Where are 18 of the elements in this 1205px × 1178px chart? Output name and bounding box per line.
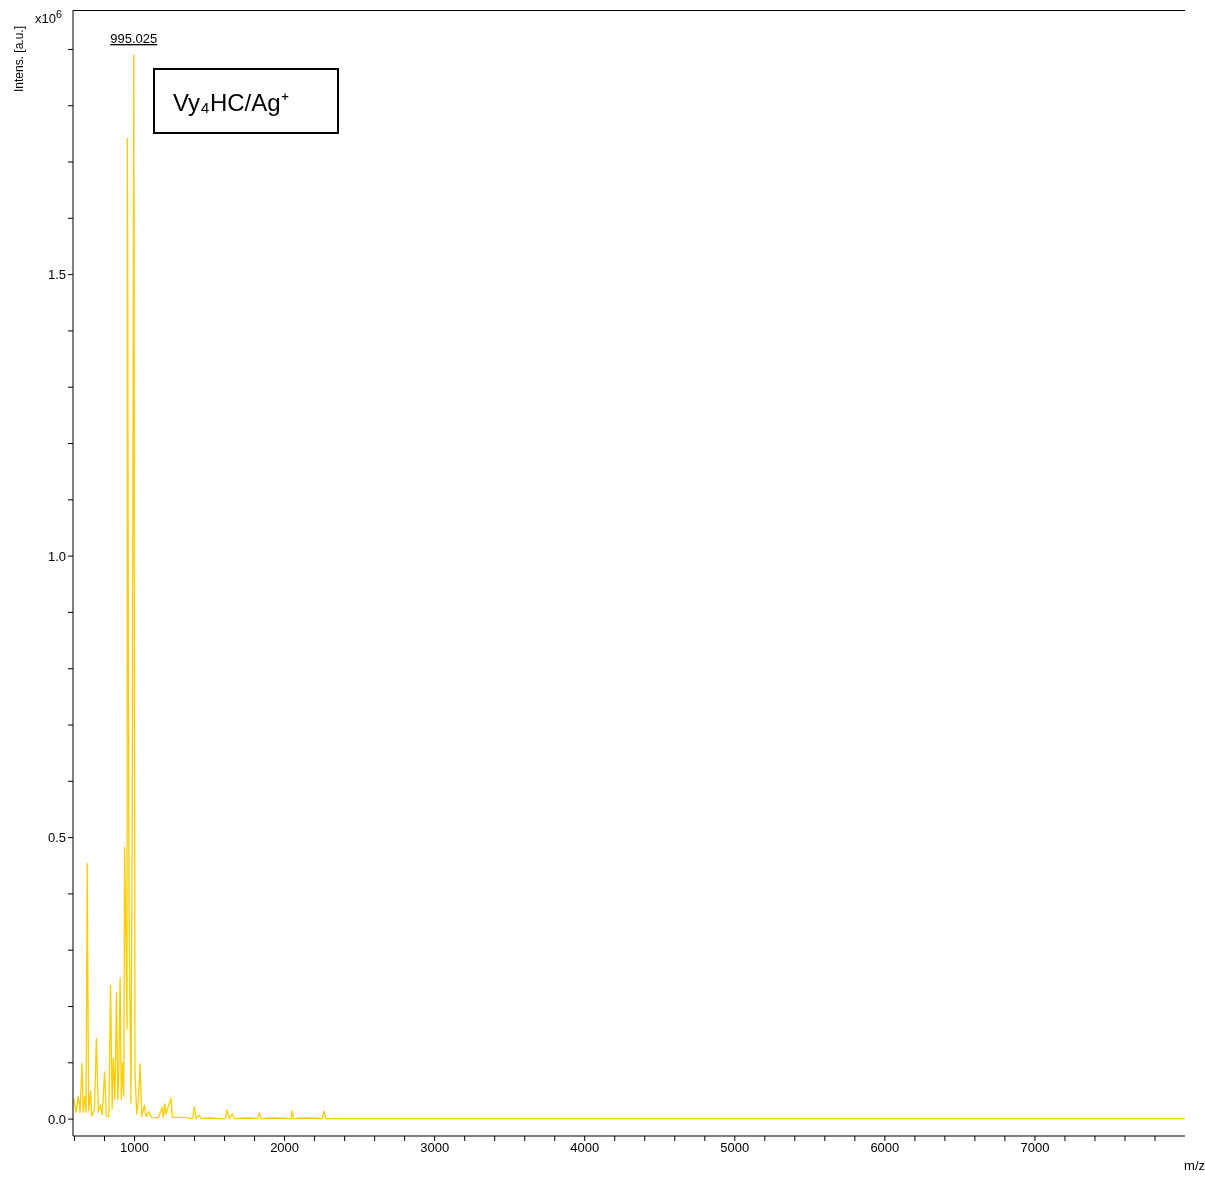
x-tick-label: 5000	[720, 1140, 750, 1156]
x-tick-label: 3000	[420, 1140, 450, 1156]
x-tick-label: 1000	[120, 1140, 149, 1156]
x-tick-label: 2000	[270, 1140, 300, 1156]
x-axis-title: m/z	[1184, 1158, 1205, 1173]
x-tick-label: 4000	[570, 1140, 600, 1156]
x-tick-label: 7000	[1020, 1140, 1050, 1156]
y-tick-label: 0.5	[47, 830, 66, 846]
y-axis-title: Intens. [a.u.]	[12, 26, 26, 93]
y-tick-label: 0.0	[47, 1111, 66, 1127]
label-box: Vy₄HC/Ag⁺	[153, 68, 339, 134]
annotation: Vy₄HC/Ag⁺	[173, 87, 289, 118]
y-tick-label: 1.0	[47, 548, 66, 564]
y-tick-label: 1.5	[47, 267, 66, 283]
annotation: 995.025	[110, 31, 158, 47]
text: x10$^{6}$	[35, 8, 62, 27]
x-tick-label: 6000	[870, 1140, 900, 1156]
line-series	[73, 54, 1185, 1120]
